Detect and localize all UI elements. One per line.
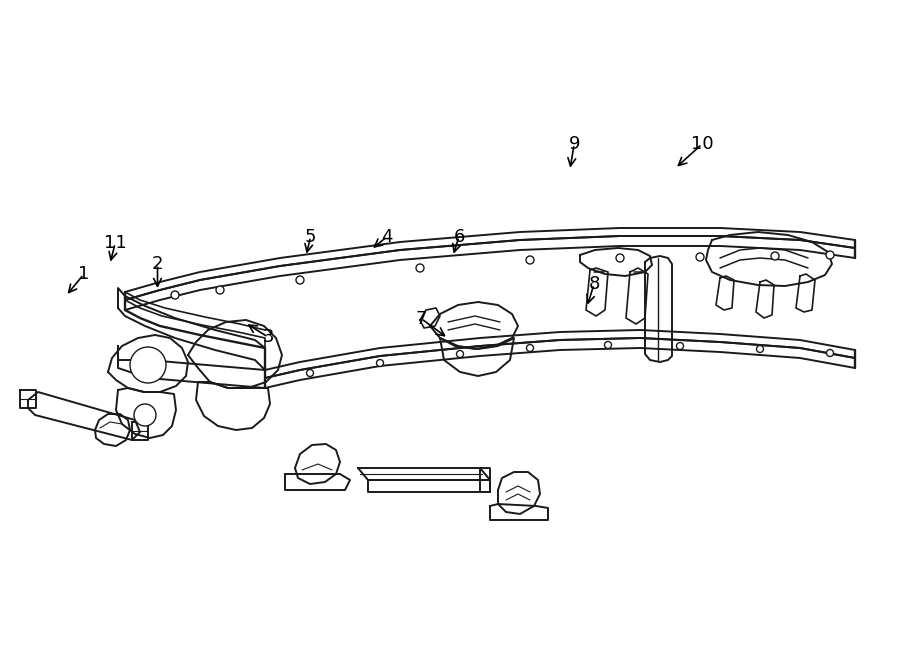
Circle shape	[171, 291, 179, 299]
Polygon shape	[480, 468, 490, 492]
Polygon shape	[116, 388, 176, 438]
Circle shape	[826, 251, 834, 259]
Text: 1: 1	[78, 265, 89, 284]
Polygon shape	[645, 256, 672, 362]
Text: 8: 8	[589, 275, 599, 293]
Polygon shape	[490, 504, 548, 520]
Polygon shape	[125, 236, 855, 310]
Polygon shape	[358, 468, 490, 480]
Polygon shape	[796, 274, 815, 312]
Polygon shape	[125, 228, 855, 300]
Polygon shape	[580, 248, 652, 276]
Polygon shape	[118, 346, 265, 388]
Polygon shape	[285, 474, 350, 490]
Text: 11: 11	[104, 234, 127, 253]
Polygon shape	[265, 338, 855, 388]
Circle shape	[134, 404, 156, 426]
Polygon shape	[368, 480, 490, 492]
Circle shape	[696, 253, 704, 261]
Circle shape	[296, 276, 304, 284]
Polygon shape	[265, 330, 855, 378]
Polygon shape	[440, 338, 514, 376]
Polygon shape	[95, 414, 130, 446]
Polygon shape	[20, 390, 36, 408]
Circle shape	[130, 347, 166, 383]
Circle shape	[826, 350, 833, 356]
Circle shape	[416, 264, 424, 272]
Circle shape	[616, 254, 624, 262]
Text: 7: 7	[416, 309, 427, 328]
Text: 9: 9	[569, 135, 580, 153]
Circle shape	[526, 344, 534, 352]
Text: 2: 2	[152, 255, 163, 274]
Polygon shape	[430, 302, 518, 349]
Circle shape	[771, 252, 779, 260]
Polygon shape	[132, 422, 148, 440]
Polygon shape	[108, 335, 188, 392]
Text: 10: 10	[690, 135, 714, 153]
Circle shape	[526, 256, 534, 264]
Circle shape	[605, 342, 611, 348]
Text: 4: 4	[382, 227, 392, 246]
Polygon shape	[188, 320, 282, 388]
Circle shape	[456, 350, 464, 358]
Polygon shape	[586, 268, 608, 316]
Circle shape	[677, 342, 683, 350]
Polygon shape	[498, 472, 540, 514]
Text: 3: 3	[263, 328, 274, 346]
Circle shape	[757, 346, 763, 352]
Polygon shape	[756, 280, 774, 318]
Text: 6: 6	[454, 227, 464, 246]
Polygon shape	[295, 444, 340, 484]
Polygon shape	[28, 392, 140, 440]
Polygon shape	[196, 382, 270, 430]
Text: 5: 5	[305, 227, 316, 246]
Circle shape	[216, 286, 224, 294]
Polygon shape	[716, 276, 734, 310]
Circle shape	[376, 360, 383, 366]
Polygon shape	[420, 308, 440, 328]
Polygon shape	[706, 232, 832, 286]
Circle shape	[307, 369, 313, 377]
Polygon shape	[626, 268, 648, 324]
Polygon shape	[118, 288, 265, 370]
